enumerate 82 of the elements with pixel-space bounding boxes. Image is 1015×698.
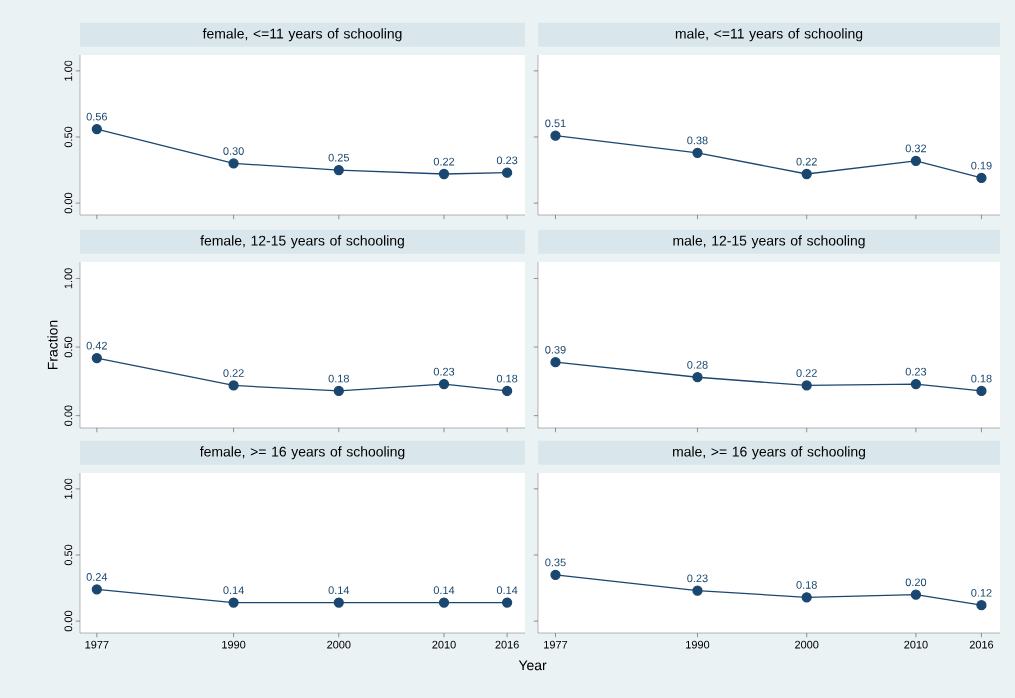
data-label: 0.18	[971, 374, 992, 383]
data-label: 0.28	[687, 360, 708, 369]
data-label: 0.14	[328, 586, 350, 595]
point	[501, 385, 513, 397]
data-label: 0.22	[433, 157, 455, 166]
point	[910, 155, 922, 166]
data-label: 0.18	[796, 581, 817, 589]
point	[438, 378, 450, 390]
point	[550, 357, 561, 368]
x-tick-label: 2016	[969, 640, 994, 649]
data-label: 0.22	[223, 369, 244, 377]
y-tick-label: 0.50	[64, 544, 73, 566]
x-tick-label: 2016	[495, 640, 519, 649]
data-label: 0.56	[86, 112, 108, 121]
point	[438, 168, 450, 180]
y-tick-label: 0.50	[64, 126, 73, 148]
point	[801, 168, 812, 180]
y-tick-label: 1.00	[64, 268, 73, 289]
point	[801, 592, 812, 603]
data-label: 0.20	[905, 578, 927, 587]
y-axis-title: Fraction	[47, 320, 58, 370]
chart-title: male, <=11 years of schooling	[675, 28, 863, 42]
data-label: 0.14	[433, 586, 455, 595]
y-tick-label: 0.00	[64, 610, 73, 632]
point	[910, 589, 922, 600]
x-tick-label: 2010	[432, 640, 456, 649]
x-tick-label: 2000	[327, 640, 351, 649]
data-label: 0.24	[86, 573, 108, 581]
x-tick-label: 2000	[795, 640, 819, 649]
point	[976, 172, 987, 184]
data-label: 0.12	[971, 588, 992, 597]
data-label: 0.42	[86, 341, 107, 350]
point	[228, 380, 239, 391]
x-tick-label: 2010	[904, 640, 928, 649]
y-tick-label: 1.00	[64, 478, 73, 499]
data-label: 0.22	[796, 157, 817, 166]
data-label: 0.14	[223, 586, 244, 595]
point	[91, 123, 102, 135]
point	[550, 130, 561, 141]
data-label: 0.23	[905, 367, 927, 376]
data-label: 0.23	[687, 574, 708, 583]
data-label: 0.25	[328, 153, 349, 162]
x-axis-title: Year	[518, 660, 547, 671]
x-tick-label: 1990	[222, 640, 246, 649]
point	[692, 372, 703, 383]
data-label: 0.14	[496, 586, 518, 595]
x-tick-label: 1990	[686, 640, 710, 649]
y-tick-label: 0.50	[64, 336, 73, 358]
data-label: 0.38	[687, 136, 708, 145]
data-label: 0.51	[545, 119, 566, 128]
y-tick-label: 0.00	[64, 405, 73, 426]
point	[228, 158, 239, 169]
chart-title: female, <=11 years of schooling	[202, 28, 402, 42]
data-label: 0.18	[328, 374, 349, 383]
point	[333, 385, 344, 397]
point	[692, 147, 703, 158]
data-label: 0.23	[496, 156, 518, 165]
y-tick-label: 1.00	[64, 60, 73, 81]
point	[801, 380, 812, 391]
chart-title: male, >= 16 years of schooling	[673, 446, 865, 460]
chart-title: male, 12-15 years of schooling	[673, 235, 865, 249]
data-label: 0.32	[905, 144, 927, 153]
data-label: 0.35	[545, 558, 566, 567]
data-label: 0.30	[223, 147, 244, 155]
point	[692, 585, 703, 596]
point	[501, 167, 513, 178]
point	[910, 378, 922, 390]
data-label: 0.18	[496, 374, 518, 383]
point	[91, 352, 102, 364]
point	[550, 569, 561, 580]
chart-title: female, >= 16 years of schooling	[199, 446, 405, 460]
point	[976, 600, 987, 611]
data-label: 0.19	[971, 161, 992, 170]
x-tick-label: 1977	[544, 640, 568, 649]
point	[976, 385, 987, 397]
y-tick-label: 0.00	[64, 192, 73, 214]
x-tick-label: 1977	[85, 640, 109, 649]
point	[333, 164, 344, 176]
data-label: 0.39	[545, 345, 566, 354]
data-label: 0.23	[433, 367, 455, 376]
chart-title: female, 12-15 years of schooling	[200, 235, 404, 249]
data-label: 0.22	[796, 369, 817, 377]
